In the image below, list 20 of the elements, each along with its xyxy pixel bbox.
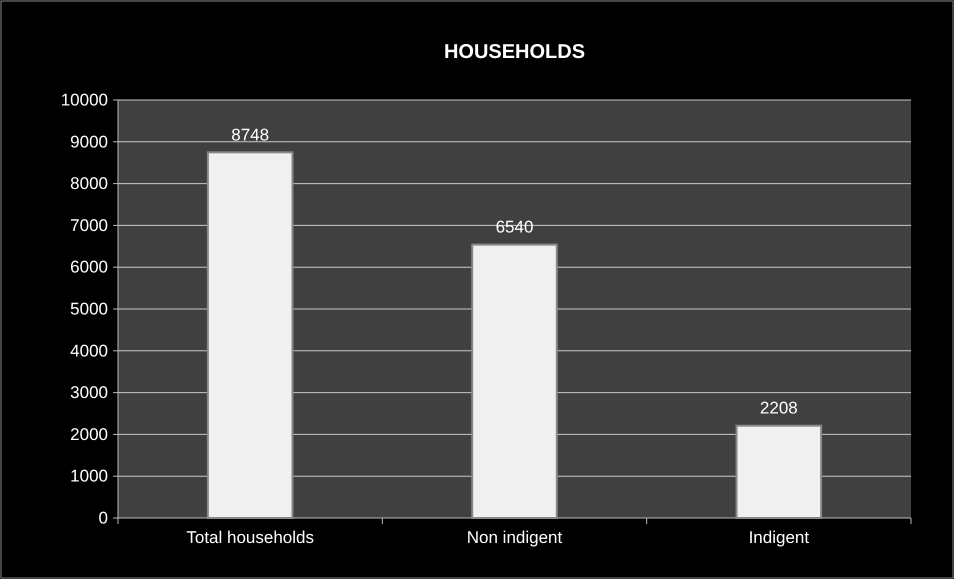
y-tick-label: 1000	[70, 466, 108, 486]
y-tick-label: 0	[98, 508, 108, 528]
bar	[206, 151, 294, 519]
x-tick-label: Indigent	[748, 528, 810, 547]
x-tick-label: Total households	[186, 528, 314, 547]
bar	[736, 424, 822, 519]
chart-title: HOUSEHOLDS	[444, 41, 586, 63]
y-tick-label: 2000	[70, 424, 108, 444]
y-tick-label: 4000	[70, 341, 108, 360]
y-tick-label: 3000	[70, 383, 108, 402]
y-tick-label: 5000	[70, 299, 108, 318]
x-tick-label: Non indigent	[466, 528, 562, 547]
y-tick-label: 9000	[70, 132, 108, 152]
bar	[471, 244, 558, 519]
data-label: 2208	[760, 398, 798, 418]
y-tick-label: 10000	[60, 90, 108, 110]
y-tick-label: 8000	[70, 174, 108, 194]
data-label: 8748	[231, 125, 270, 144]
y-tick-label: 6000	[70, 258, 108, 277]
y-tick-label: 7000	[70, 216, 108, 235]
